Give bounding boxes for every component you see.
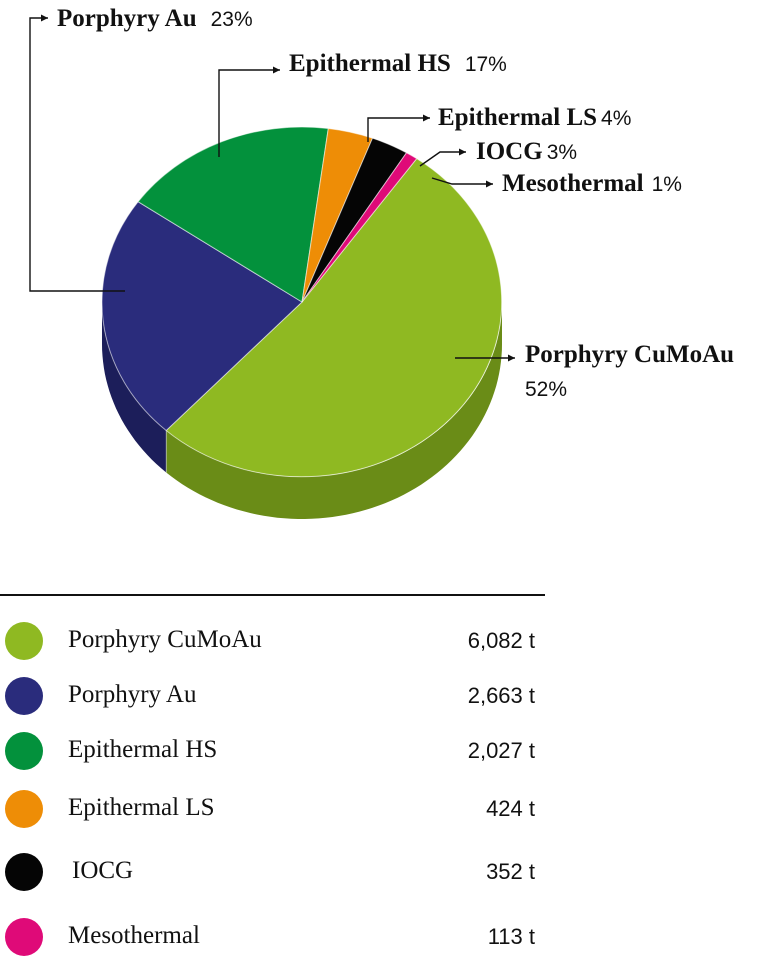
- legend-row-epithermal-ls: Epithermal LS 424 t: [0, 786, 545, 836]
- pie-slices: [101, 126, 503, 478]
- legend-label: Porphyry CuMoAu: [68, 626, 262, 653]
- legend-swatch: [5, 918, 43, 956]
- legend-label: Mesothermal: [68, 922, 200, 949]
- legend-value: 2,663 t: [467, 683, 535, 708]
- leader-line-iocg: [419, 151, 466, 167]
- pie-slice-porphyry-au: [101, 201, 303, 432]
- data-label-name-mesothermal: Mesothermal: [502, 170, 644, 197]
- leader-arrowhead: [423, 114, 430, 122]
- legend-row-porphyry-cumoau: Porphyry CuMoAu 6,082 t: [0, 618, 545, 668]
- pie-chart: Porphyry CuMoAu 52% Porphyry Au 23% Epitherm…: [29, 5, 734, 519]
- legend: Porphyry CuMoAu 6,082 t Porphyry Au 2,663 t…: [0, 594, 545, 956]
- pie-labels: Porphyry CuMoAu 52% Porphyry Au 23% Epitherm…: [29, 5, 734, 401]
- pie-3d-sides: [102, 302, 502, 519]
- legend-row-mesothermal: Mesothermal 113 t: [0, 914, 545, 964]
- legend-row-iocg: IOCG 352 t: [0, 849, 545, 899]
- pie-side-porphyry-au: [102, 302, 167, 473]
- legend-row-epithermal-hs: Epithermal HS 2,027 t: [0, 728, 545, 778]
- legend-value: 113 t: [487, 924, 535, 949]
- leader-line-porphyry-au: [29, 17, 125, 292]
- leader-line-epithermal-ls: [367, 117, 430, 142]
- legend-label: IOCG: [72, 857, 134, 884]
- legend-value: 6,082 t: [467, 628, 535, 653]
- data-label-name-epithermal-hs: Epithermal HS: [289, 50, 451, 77]
- data-label-name-porphyry-au: Porphyry Au: [57, 5, 197, 32]
- pie-side-porphyry-cumoau: [166, 302, 502, 519]
- legend-label: Epithermal LS: [68, 794, 215, 821]
- data-label-percent-epithermal-ls: 4%: [601, 107, 631, 130]
- legend-value: 424 t: [486, 796, 535, 821]
- legend-label: Epithermal HS: [68, 736, 218, 763]
- data-label-percent-iocg: 3%: [547, 141, 577, 164]
- leader-arrowhead: [41, 14, 48, 22]
- pie-slice-mesothermal: [301, 152, 418, 303]
- data-label-name-porphyry-cumoau: Porphyry CuMoAu: [525, 341, 734, 368]
- data-label-percent-porphyry-cumoau: 52%: [525, 378, 567, 401]
- legend-row-porphyry-au: Porphyry Au 2,663 t: [0, 673, 545, 723]
- leader-arrowhead: [508, 354, 515, 362]
- legend-swatch: [5, 677, 43, 715]
- legend-swatch: [5, 853, 43, 891]
- legend-swatch: [5, 732, 43, 770]
- pie-slice-epithermal-hs: [137, 126, 329, 303]
- data-label-name-iocg: IOCG: [476, 138, 543, 165]
- leader-arrowhead: [486, 180, 493, 188]
- pie-slice-porphyry-cumoau: [165, 157, 503, 478]
- leader-arrowhead: [273, 66, 280, 74]
- legend-value: 2,027 t: [467, 738, 535, 763]
- data-label-percent-mesothermal: 1%: [652, 173, 682, 196]
- leader-line-mesothermal: [431, 177, 493, 185]
- legend-swatch: [5, 622, 43, 660]
- legend-swatch: [5, 790, 43, 828]
- legend-label: Porphyry Au: [68, 681, 197, 708]
- data-label-percent-epithermal-hs: 17%: [465, 53, 507, 76]
- leader-arrowhead: [459, 148, 466, 156]
- legend-value: 352 t: [486, 859, 535, 884]
- data-label-percent-porphyry-au: 23%: [211, 8, 253, 31]
- leader-line-epithermal-hs: [218, 69, 280, 157]
- data-label-name-epithermal-ls: Epithermal LS: [438, 104, 597, 131]
